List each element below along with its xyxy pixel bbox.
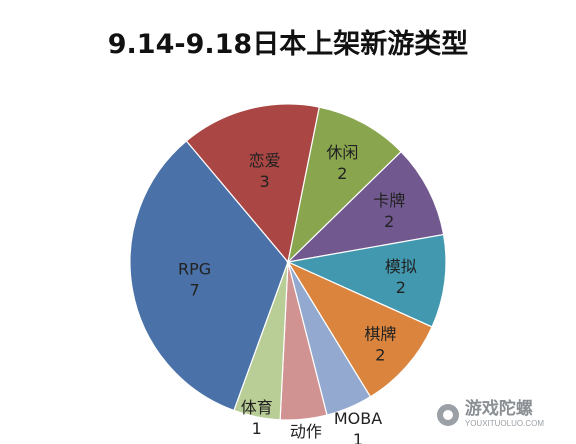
slice-label-category: MOBA xyxy=(334,409,382,428)
slice-label-category: 体育 xyxy=(241,398,273,417)
slice-label-value: 7 xyxy=(190,281,200,300)
slice-label-value: 1 xyxy=(353,430,363,444)
slice-label-category: 模拟 xyxy=(385,257,417,276)
slice-label-category: 休闲 xyxy=(326,143,358,162)
slice-label-category: RPG xyxy=(178,260,211,279)
watermark-name: 游戏陀螺 xyxy=(464,399,533,419)
slice-label-category: 动作 xyxy=(290,422,322,441)
slice-label-value: 2 xyxy=(396,278,406,297)
pie-slice-5 xyxy=(286,260,433,398)
watermark-url: YOUXITUOLUO.COM xyxy=(464,419,544,428)
chart-title: 9.14-9.18日本上架新游类型 xyxy=(107,29,469,60)
watermark-logo-icon xyxy=(436,403,459,426)
slice-label-category: 棋牌 xyxy=(364,325,396,344)
pie-slice-4 xyxy=(285,233,447,328)
slice-label-value: 2 xyxy=(384,212,394,231)
slice-label-category: 恋爱 xyxy=(249,151,281,170)
slice-label-value: 1 xyxy=(252,419,262,438)
watermark: 游戏陀螺 YOUXITUOLUO.COM xyxy=(428,397,552,432)
slice-label-category: 卡牌 xyxy=(373,191,405,210)
slice-label-value: 3 xyxy=(260,172,270,191)
pie-slice-1 xyxy=(185,103,321,264)
slice-label-value: 2 xyxy=(337,164,347,183)
slice-label-value: 2 xyxy=(375,346,385,365)
pie-slice-2 xyxy=(287,106,402,264)
pie-slice-3 xyxy=(286,150,445,263)
pie-slice-0 xyxy=(129,140,289,412)
pie-slice-8 xyxy=(233,261,289,421)
